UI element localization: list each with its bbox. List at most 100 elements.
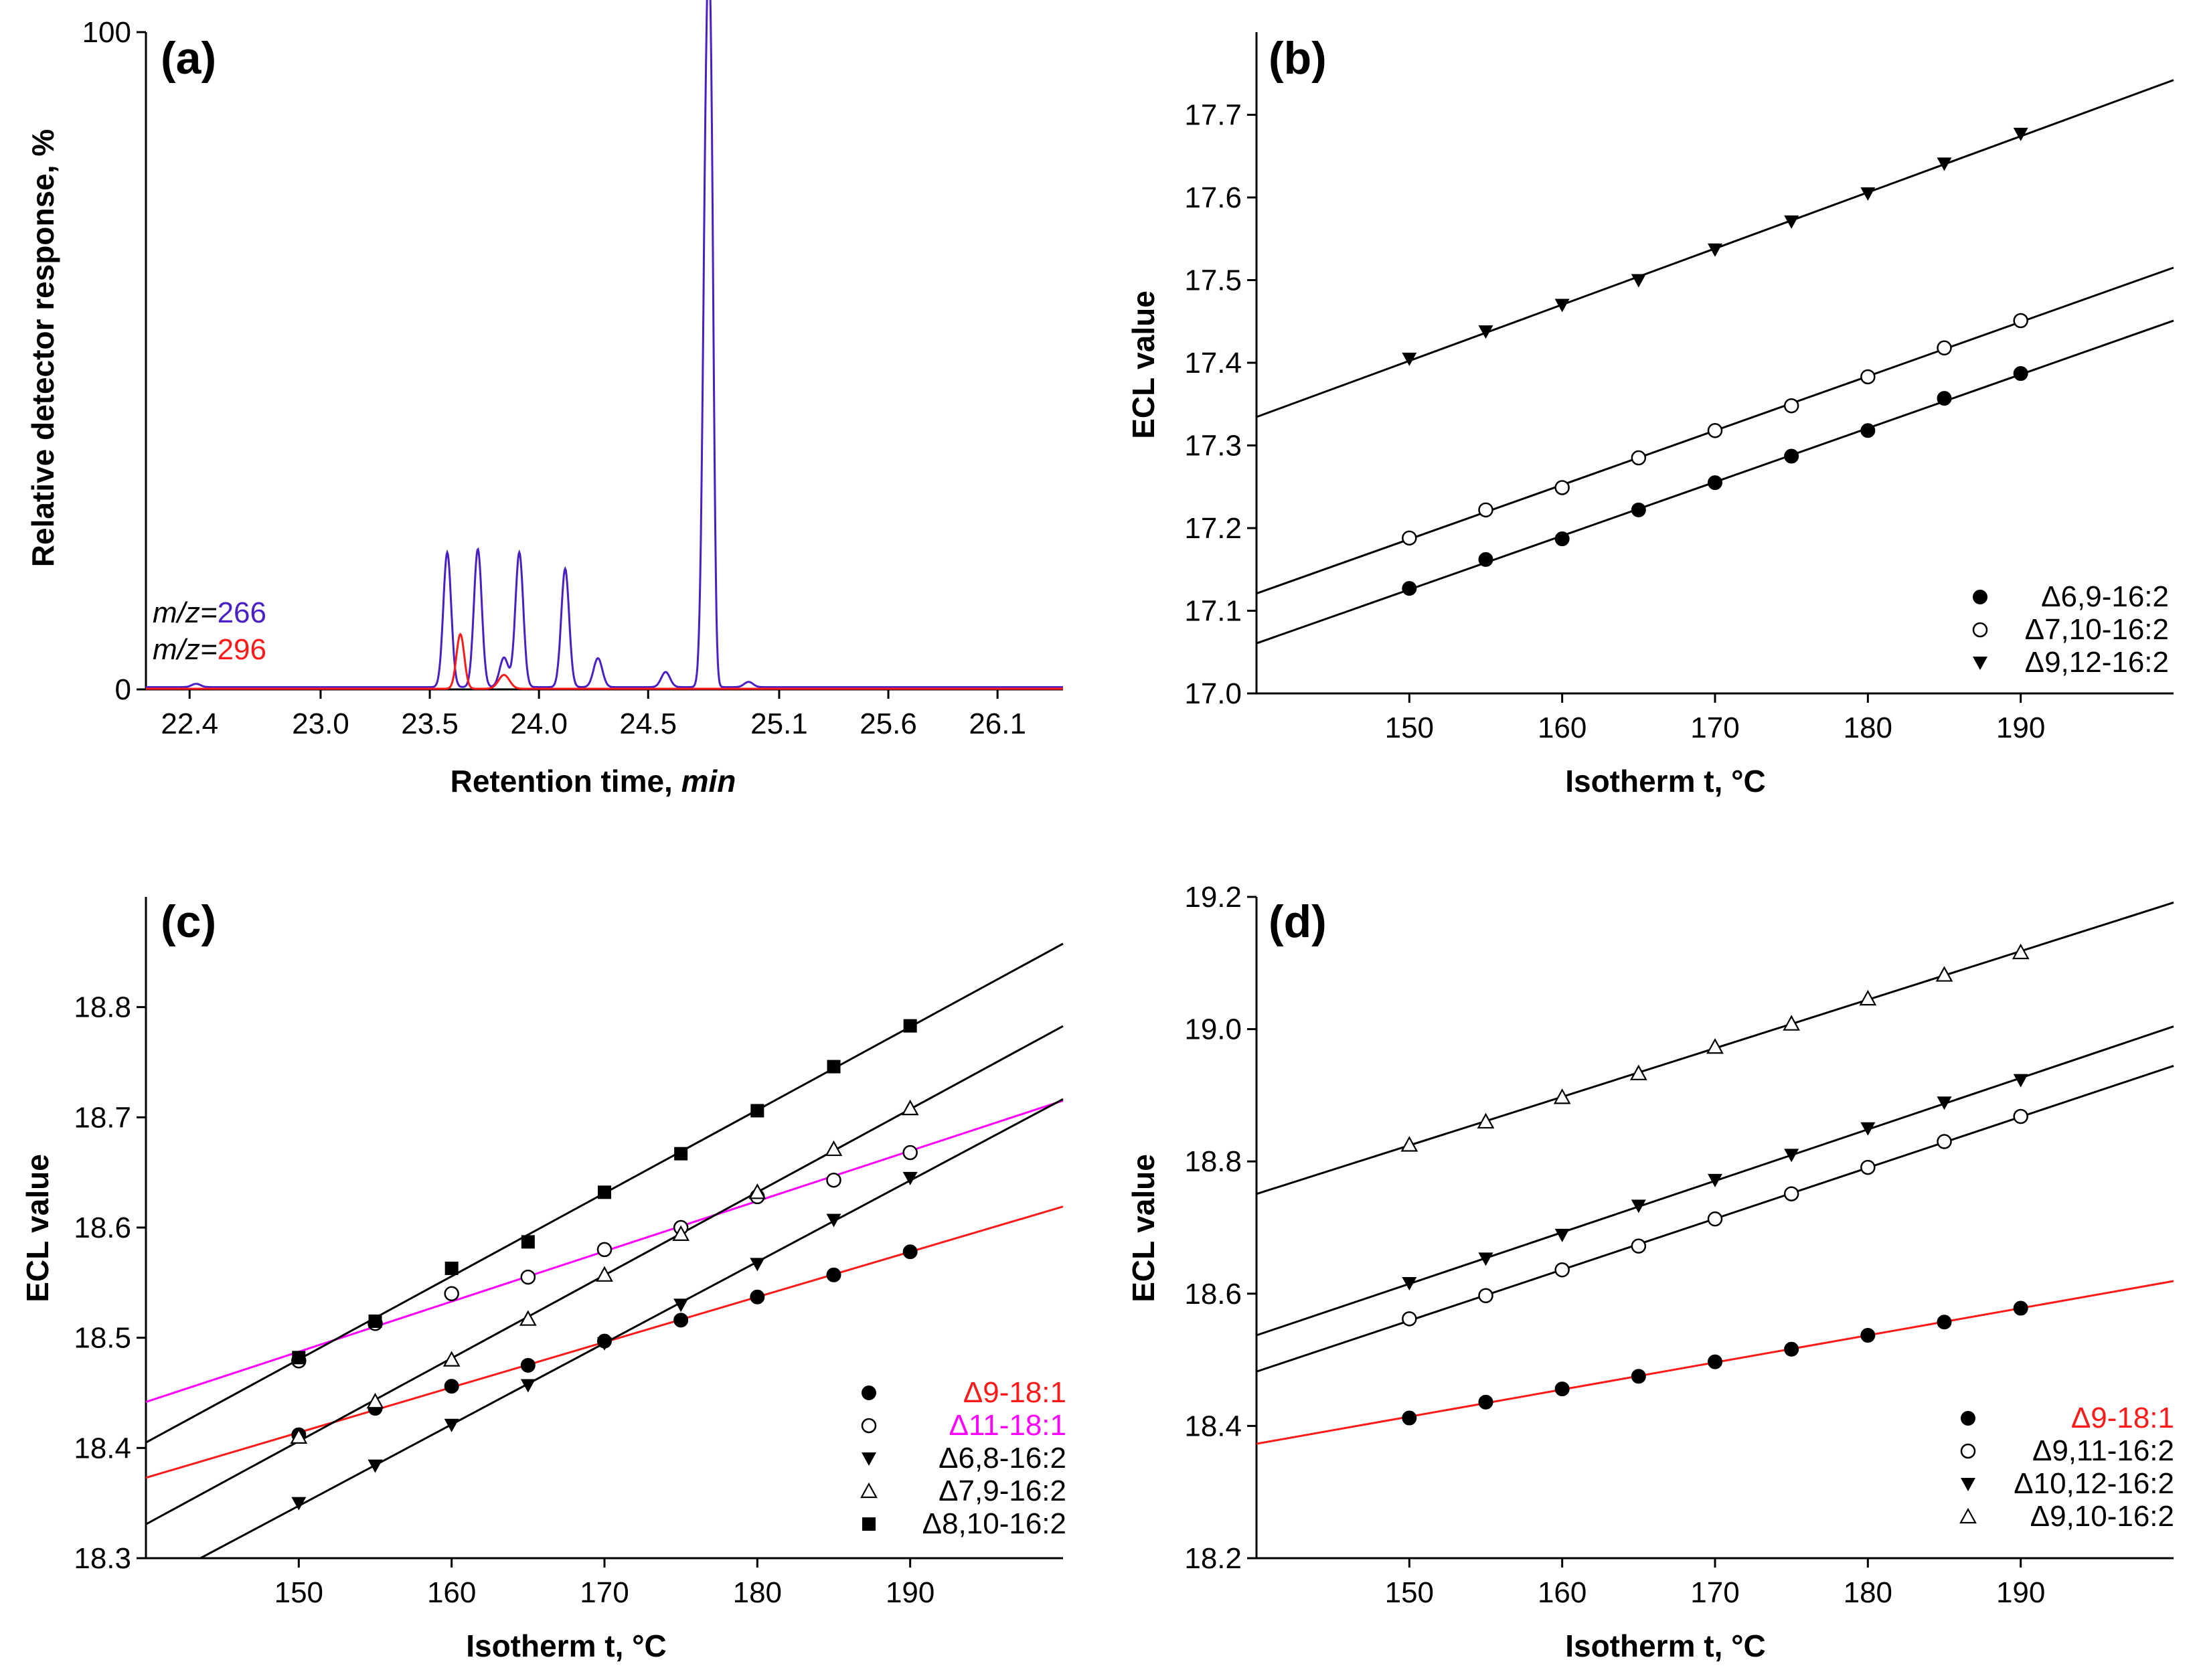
panel-d-axes: 150 160 170 180 190 18.2 18.4 18.6 18.8 19.0 19.2 <box>1184 881 2174 1609</box>
data-point-9-18-1 <box>1860 1328 1876 1343</box>
data-point-7-9-16-2 <box>519 1310 537 1326</box>
panel-b-y-tick-label: 17.3 <box>1184 430 1242 463</box>
legend-label-6-9-16-2: Δ6,9-16:2 <box>2041 580 2169 613</box>
panel-a-x-tick-label: 25.1 <box>750 707 808 740</box>
data-point-7-9-16-2 <box>825 1140 843 1157</box>
legend-label-9-18-1: Δ9-18:1 <box>2071 1402 2174 1434</box>
data-point-9-18-1 <box>1402 1410 1417 1426</box>
data-point-8-10-16-2 <box>444 1261 459 1275</box>
panel-c-y-tick-label: 18.7 <box>74 1101 131 1134</box>
panel-c-y-tick-label: 18.3 <box>74 1542 131 1575</box>
panel-d-scatter: (d) 150 160 170 180 19018.218.418.618.819.01… <box>1126 881 2174 1663</box>
panel-b-y-tick-label: 17.7 <box>1184 99 1242 132</box>
panel-d-y-tick-label: 18.8 <box>1184 1145 1242 1178</box>
panel-b-points <box>1402 127 2028 596</box>
data-point-9-18-1 <box>902 1244 918 1260</box>
panel-b-scatter: (b) 150 160 170 180 19017.017.117.217.317.41… <box>1126 32 2174 799</box>
data-point-6-9-16-2 <box>2013 366 2028 382</box>
data-point-7-10-16-2 <box>1478 502 1493 518</box>
data-point-7-9-16-2 <box>672 1225 690 1241</box>
data-point-10-12-16-2 <box>1860 1122 1876 1136</box>
panel-c-y-tick-label: 18.8 <box>74 991 131 1024</box>
panel-c-y-tick-label: 18.5 <box>74 1322 131 1355</box>
data-point-7-10-16-2 <box>2013 313 2028 329</box>
data-point-11-18-1 <box>520 1269 536 1285</box>
data-point-9-10-16-2 <box>1629 1064 1647 1080</box>
panel-c-y-axis-label: ECL value <box>20 1154 55 1303</box>
data-point-6-9-16-2 <box>1860 423 1876 438</box>
data-point-9-18-1 <box>1478 1394 1493 1410</box>
data-point-8-10-16-2 <box>598 1185 611 1199</box>
panel-a-x-tick-label: 24.0 <box>510 707 568 740</box>
panel-c-scatter: (c) 150 160 170 180 19018.318.418.518.618.71… <box>20 896 1066 1663</box>
panel-a-y-tick-label: 100 <box>82 16 131 49</box>
panel-c-x-tick-label: 190 <box>886 1576 934 1609</box>
legend-marker-6-8-16-2 <box>862 1452 876 1466</box>
panel-c-x-axis-label: Isotherm t, °C <box>466 1628 667 1663</box>
fit-line-6-8-16-2 <box>199 1098 1064 1560</box>
panel-d-x-tick-label: 160 <box>1538 1576 1586 1609</box>
panel-b-x-tick-label: 150 <box>1385 711 1434 744</box>
data-point-6-8-16-2 <box>750 1258 765 1272</box>
data-point-6-9-16-2 <box>1478 552 1493 567</box>
panel-b-y-tick-label: 17.1 <box>1184 595 1242 628</box>
data-point-9-18-1 <box>1708 1354 1722 1369</box>
data-point-10-12-16-2 <box>2013 1074 2028 1088</box>
data-point-9-18-1 <box>1631 1369 1646 1384</box>
legend-marker-9-18-1 <box>862 1385 876 1400</box>
panel-a-axes: 22.4 23.0 23.5 24.0 24.5 25.1 25.6 26.1 0 100 <box>82 16 1063 740</box>
panel-a-x-tick-label: 26.1 <box>969 707 1026 740</box>
panel-c-y-tick-label: 18.6 <box>74 1211 131 1244</box>
panel-b-y-tick-label: 17.0 <box>1184 677 1242 710</box>
panel-c-x-tick-label: 150 <box>274 1576 323 1609</box>
data-point-9-11-16-2 <box>2013 1108 2028 1124</box>
legend-mz-296: m/z=296 <box>153 633 266 666</box>
panel-b-y-tick-label: 17.2 <box>1184 512 1242 545</box>
legend-label-9-10-16-2: Δ9,10-16:2 <box>2030 1500 2174 1533</box>
trace-m-z-266 <box>146 0 1063 689</box>
legend-label-11-18-1: Δ11-18:1 <box>949 1409 1066 1442</box>
panel-c-y-tick-label: 18.4 <box>74 1432 131 1464</box>
data-point-7-10-16-2 <box>1937 340 1952 356</box>
panel-d-x-tick-label: 190 <box>1996 1576 2045 1609</box>
panel-a-chromatogram: (a) 22.4 23.0 23.5 24.0 24.5 25.1 25.6 26.1 0 100… <box>25 0 1063 799</box>
panel-d-y-tick-label: 19.2 <box>1184 881 1242 914</box>
panel-a-x-tick-label: 24.5 <box>619 707 677 740</box>
data-point-6-8-16-2 <box>291 1497 307 1511</box>
legend-label-6-8-16-2: Δ6,8-16:2 <box>939 1442 1066 1475</box>
panel-c-legend: Δ9-18:1Δ11-18:1Δ6,8-16:2Δ7,9-16:2Δ8,10-1… <box>860 1376 1066 1540</box>
data-point-9-18-1 <box>2013 1300 2028 1316</box>
data-point-9-18-1 <box>750 1289 765 1305</box>
legend-label-7-9-16-2: Δ7,9-16:2 <box>939 1475 1066 1507</box>
data-point-7-10-16-2 <box>1707 423 1723 438</box>
legend-marker-9-18-1 <box>1961 1411 1975 1426</box>
legend-marker-7-10-16-2 <box>1972 622 1988 638</box>
data-point-9-18-1 <box>673 1313 689 1328</box>
panel-b-fit-lines <box>1256 79 2174 645</box>
data-point-9-12-16-2 <box>1554 299 1570 313</box>
data-point-9-10-16-2 <box>1477 1112 1495 1129</box>
data-point-10-12-16-2 <box>1631 1199 1646 1213</box>
data-point-6-8-16-2 <box>368 1459 383 1473</box>
data-point-6-8-16-2 <box>444 1418 459 1432</box>
legend-label-9-18-1: Δ9-18:1 <box>963 1376 1066 1409</box>
data-point-9-18-1 <box>826 1267 841 1282</box>
panel-d-x-tick-label: 170 <box>1690 1576 1739 1609</box>
data-point-9-10-16-2 <box>1783 1015 1801 1031</box>
data-point-9-11-16-2 <box>1478 1288 1493 1304</box>
data-point-7-10-16-2 <box>1783 398 1799 414</box>
data-point-6-9-16-2 <box>1784 448 1799 464</box>
panel-c-x-tick-label: 160 <box>427 1576 476 1609</box>
data-point-10-12-16-2 <box>1784 1149 1799 1163</box>
legend-label-10-12-16-2: Δ10,12-16:2 <box>2014 1467 2174 1500</box>
panel-a-x-tick-label: 23.0 <box>292 707 349 740</box>
data-point-9-12-16-2 <box>1860 187 1876 201</box>
data-point-10-12-16-2 <box>1708 1173 1722 1187</box>
panel-c-axes: 150 160 170 180 190 18.3 18.4 18.5 18.6 18.7 18.8 <box>74 897 1063 1609</box>
data-point-7-10-16-2 <box>1402 530 1417 546</box>
data-point-6-9-16-2 <box>1937 391 1952 406</box>
data-point-9-11-16-2 <box>1402 1311 1417 1327</box>
data-point-9-18-1 <box>444 1379 459 1394</box>
data-point-9-12-16-2 <box>1631 274 1646 288</box>
